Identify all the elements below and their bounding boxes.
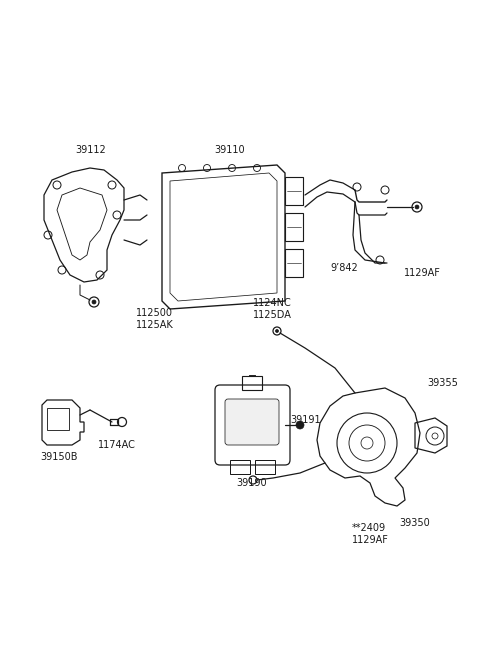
Text: 39150B: 39150B: [40, 452, 77, 462]
Bar: [285, 249, 303, 277]
Circle shape: [92, 300, 96, 304]
Bar: [285, 177, 303, 205]
Text: 39191: 39191: [290, 415, 321, 425]
Bar: [255, 460, 275, 474]
Text: **2409
1129AF: **2409 1129AF: [351, 523, 388, 545]
FancyBboxPatch shape: [215, 385, 290, 465]
Bar: [230, 460, 250, 474]
Bar: [285, 213, 303, 241]
Bar: [47, 408, 69, 430]
FancyBboxPatch shape: [225, 399, 279, 445]
Text: 39112: 39112: [75, 145, 106, 155]
Text: 1174AC: 1174AC: [98, 440, 136, 450]
Text: 1129AF: 1129AF: [404, 268, 441, 278]
Text: 39110: 39110: [215, 145, 245, 155]
Bar: [242, 376, 262, 390]
Circle shape: [415, 205, 419, 209]
Circle shape: [276, 330, 278, 332]
Text: 9’842: 9’842: [330, 263, 358, 273]
Text: 112500
1125AK: 112500 1125AK: [136, 308, 174, 330]
Text: 39190: 39190: [237, 478, 267, 488]
Text: 39350: 39350: [400, 518, 431, 528]
Text: 39355: 39355: [427, 378, 458, 388]
Circle shape: [296, 421, 304, 429]
Text: 1124NC
1125DA: 1124NC 1125DA: [253, 298, 292, 320]
